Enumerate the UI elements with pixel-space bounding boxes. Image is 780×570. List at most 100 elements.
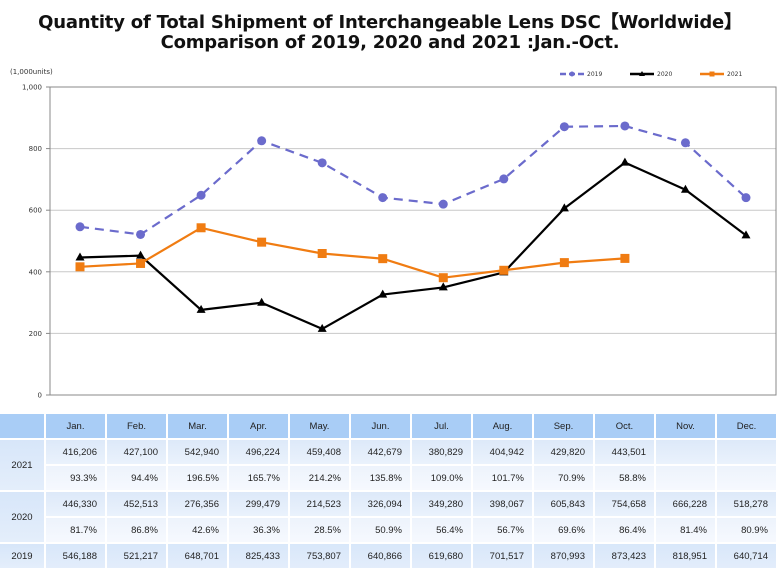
data-point-2019-Oct. xyxy=(620,121,630,131)
units-cell: 459,408 xyxy=(290,440,349,464)
table-row-2019-units: 2019 546,188 521,217 648,701 825,433 753,807 6… xyxy=(0,544,776,568)
units-cell: 429,820 xyxy=(534,440,593,464)
data-point-2020-May. xyxy=(317,323,327,332)
data-point-2020-Feb. xyxy=(136,250,146,259)
legend-marker xyxy=(569,71,575,77)
units-cell: 427,100 xyxy=(107,440,166,464)
data-point-2019-Aug. xyxy=(499,174,509,184)
data-point-2019-Jun. xyxy=(378,193,388,203)
series-2019 xyxy=(75,121,751,239)
data-point-2019-Mar. xyxy=(196,190,206,200)
legend-marker xyxy=(709,71,715,77)
data-point-2020-Jan. xyxy=(75,252,85,261)
data-point-2021-Sep. xyxy=(559,258,569,268)
ratio-cell: 81.7% xyxy=(46,518,105,542)
ratio-cell: 70.9% xyxy=(534,466,593,490)
ratio-cell: 36.3% xyxy=(229,518,288,542)
y-tick-label: 1,000 xyxy=(22,84,42,92)
data-point-2020-Jul. xyxy=(438,282,448,291)
series-2020 xyxy=(75,157,751,332)
table-header-month: Apr. xyxy=(229,414,288,438)
chart-title-line2: Comparison of 2019, 2020 and 2021 :Jan.-… xyxy=(160,32,620,53)
units-cell: 276,356 xyxy=(168,492,227,516)
table-header-month: Dec. xyxy=(717,414,776,438)
data-point-2021-Oct. xyxy=(620,253,630,263)
row-year-label: 2019 xyxy=(0,544,44,568)
units-cell: 443,501 xyxy=(595,440,654,464)
units-cell: 818,951 xyxy=(656,544,715,568)
units-cell: 404,942 xyxy=(473,440,532,464)
ratio-cell: 80.9% xyxy=(717,518,776,542)
legend-item-2021: 2021 xyxy=(700,71,742,78)
units-cell: 701,517 xyxy=(473,544,532,568)
ratio-cell: 86.8% xyxy=(107,518,166,542)
data-point-2021-May. xyxy=(317,249,327,259)
units-cell: 398,067 xyxy=(473,492,532,516)
units-cell: 754,658 xyxy=(595,492,654,516)
data-point-2021-Feb. xyxy=(136,258,146,268)
ratio-cell: 196.5% xyxy=(168,466,227,490)
table-header-month: Sep. xyxy=(534,414,593,438)
series-2021 xyxy=(75,223,630,283)
table-header-month: Oct. xyxy=(595,414,654,438)
ratio-cell: 135.8% xyxy=(351,466,410,490)
units-cell: 496,224 xyxy=(229,440,288,464)
units-cell: 605,843 xyxy=(534,492,593,516)
series-line-2021 xyxy=(79,226,625,279)
row-year-label: 2021 xyxy=(0,440,44,490)
y-tick-label: 600 xyxy=(29,207,42,215)
units-cell: 542,940 xyxy=(168,440,227,464)
units-cell: 648,701 xyxy=(168,544,227,568)
units-cell: 416,206 xyxy=(46,440,105,464)
units-cell: 380,829 xyxy=(412,440,471,464)
units-cell: 546,188 xyxy=(46,544,105,568)
legend-label: 2019 xyxy=(587,71,602,78)
ratio-cell: 86.4% xyxy=(595,518,654,542)
data-point-2019-Nov. xyxy=(680,138,690,148)
data-point-2019-Dec. xyxy=(741,193,751,203)
table-corner-cell xyxy=(0,414,44,438)
legend-marker xyxy=(639,71,645,76)
ratio-cell xyxy=(717,466,776,490)
data-point-2019-May. xyxy=(317,158,327,168)
data-point-2021-Jun. xyxy=(378,254,388,264)
units-cell: 753,807 xyxy=(290,544,349,568)
units-cell: 619,680 xyxy=(412,544,471,568)
data-point-2019-Apr. xyxy=(257,136,267,146)
y-axis-unit-label: (1,000units) xyxy=(10,68,53,76)
data-point-2019-Feb. xyxy=(136,229,146,239)
units-cell: 873,423 xyxy=(595,544,654,568)
units-cell: 326,094 xyxy=(351,492,410,516)
series-line-2020 xyxy=(79,161,747,331)
y-tick-label: 400 xyxy=(29,268,42,276)
units-cell: 640,866 xyxy=(351,544,410,568)
units-cell: 870,993 xyxy=(534,544,593,568)
table-header-month: Aug. xyxy=(473,414,532,438)
ratio-cell: 69.6% xyxy=(534,518,593,542)
units-cell xyxy=(717,440,776,464)
data-point-2020-Oct. xyxy=(620,157,630,166)
data-point-2020-Mar. xyxy=(196,304,206,313)
units-cell: 446,330 xyxy=(46,492,105,516)
y-tick-label: 200 xyxy=(29,330,42,338)
data-point-2021-Jan. xyxy=(75,262,85,272)
ratio-cell: 93.3% xyxy=(46,466,105,490)
data-point-2020-Dec. xyxy=(741,230,751,239)
units-cell: 666,228 xyxy=(656,492,715,516)
data-point-2019-Jul. xyxy=(438,199,448,209)
data-point-2021-Aug. xyxy=(499,265,509,275)
units-cell: 825,433 xyxy=(229,544,288,568)
ratio-cell: 109.0% xyxy=(412,466,471,490)
ratio-cell: 81.4% xyxy=(656,518,715,542)
ratio-cell xyxy=(656,466,715,490)
table-row-2021-units: 2021 416,206 427,100 542,940 496,224 459,408 4… xyxy=(0,440,776,490)
legend-item-2019: 2019 xyxy=(560,71,602,78)
legend-label: 2020 xyxy=(657,71,672,78)
chart-title-line1: Quantity of Total Shipment of Interchang… xyxy=(38,12,742,33)
ratio-cell: 165.7% xyxy=(229,466,288,490)
units-cell: 349,280 xyxy=(412,492,471,516)
units-cell: 521,217 xyxy=(107,544,166,568)
row-year-label: 2020 xyxy=(0,492,44,542)
y-tick-label: 0 xyxy=(38,392,42,400)
data-point-2020-Nov. xyxy=(680,184,690,193)
